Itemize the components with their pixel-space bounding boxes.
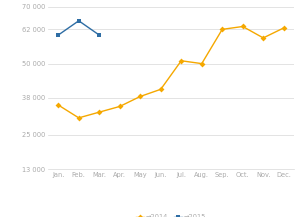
→2015 [56,34,60,36]
→2015 [98,34,101,36]
→2014 [98,111,101,113]
Line: →2015: →2015 [56,19,101,37]
→2014 [241,25,244,28]
→2014 [179,59,183,62]
→2014 [56,104,60,106]
→2014 [77,117,80,119]
→2014 [139,95,142,98]
→2014 [200,62,204,65]
Legend: →2014, →2015: →2014, →2015 [133,212,209,217]
→2014 [220,28,224,31]
→2014 [118,105,122,108]
→2014 [159,88,163,91]
Line: →2014: →2014 [56,25,286,120]
→2014 [262,37,265,39]
→2014 [282,27,286,29]
→2015 [77,20,80,22]
